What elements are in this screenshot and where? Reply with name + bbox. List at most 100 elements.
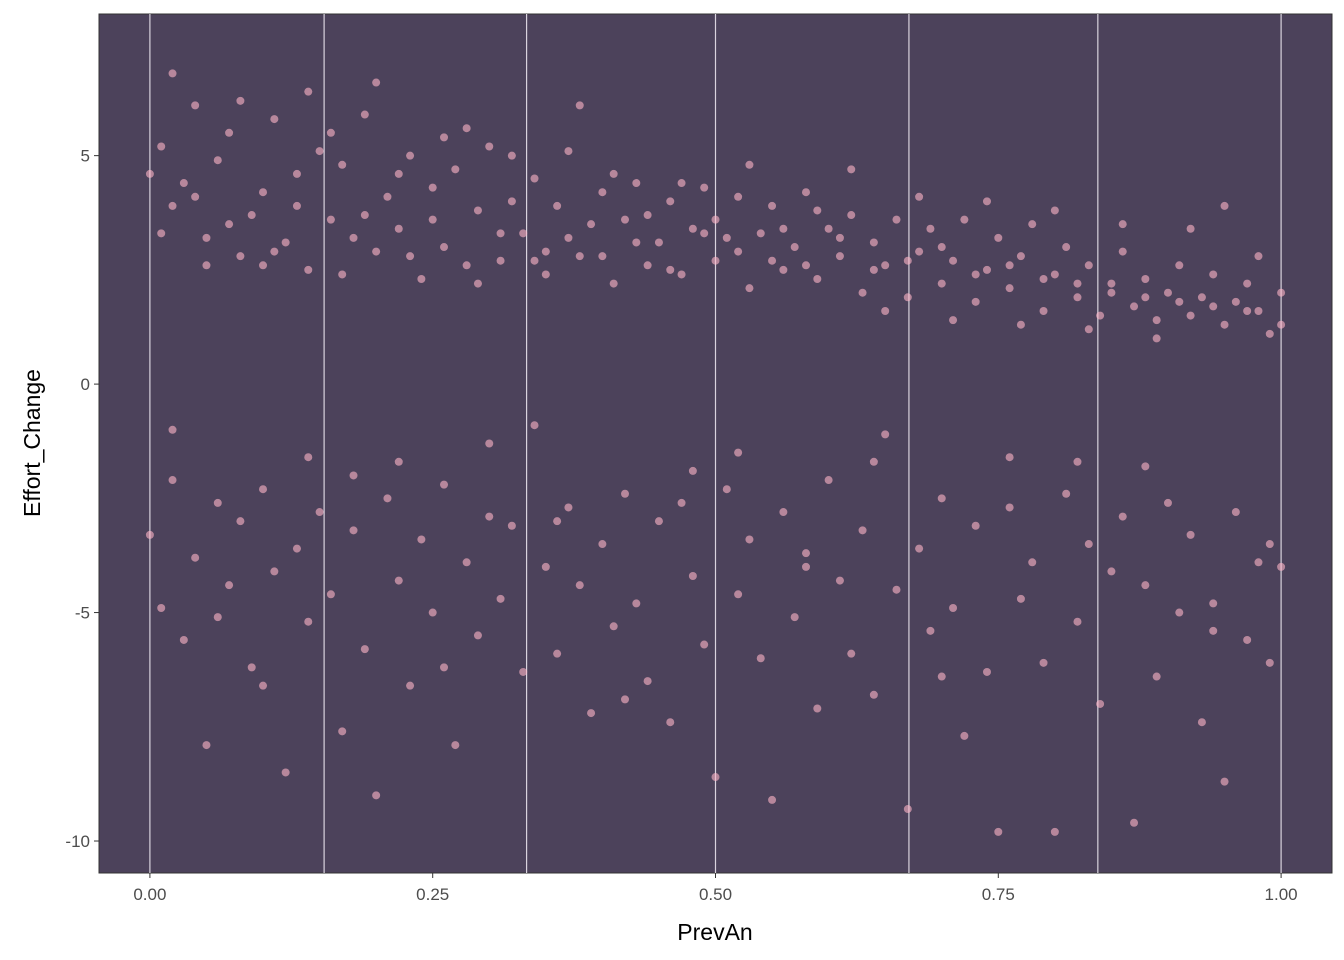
data-point (835, 252, 844, 261)
data-point (711, 215, 720, 224)
data-point (259, 188, 268, 197)
data-point (564, 503, 573, 512)
data-point (1175, 608, 1184, 617)
data-point (304, 265, 313, 274)
data-point (338, 727, 347, 736)
data-point (462, 261, 471, 270)
data-point (202, 741, 211, 750)
data-point (202, 233, 211, 242)
data-point (360, 645, 369, 654)
data-point (666, 718, 675, 727)
data-point (892, 585, 901, 594)
data-point (768, 201, 777, 210)
data-point (1062, 243, 1071, 252)
data-point (632, 599, 641, 608)
data-point (281, 238, 290, 247)
data-point (1084, 261, 1093, 270)
data-point (372, 791, 381, 800)
data-point (1073, 279, 1082, 288)
data-point (847, 165, 856, 174)
x-tick-label: 1.00 (1265, 885, 1298, 904)
data-point (915, 247, 924, 256)
data-point (1028, 220, 1037, 229)
data-point (1107, 288, 1116, 297)
data-point (1254, 558, 1263, 567)
data-point (756, 229, 765, 238)
data-point (225, 128, 234, 137)
data-point (621, 695, 630, 704)
data-point (202, 261, 211, 270)
data-point (711, 773, 720, 782)
data-point (1084, 540, 1093, 549)
data-point (304, 453, 313, 462)
data-point (575, 581, 584, 590)
data-point (541, 270, 550, 279)
data-point (609, 279, 618, 288)
data-point (937, 672, 946, 681)
data-point (213, 498, 222, 507)
data-point (711, 256, 720, 265)
data-point (451, 165, 460, 174)
data-point (394, 576, 403, 585)
data-point (281, 768, 290, 777)
data-point (179, 179, 188, 188)
data-point (168, 425, 177, 434)
data-point (801, 549, 810, 558)
data-point (1277, 320, 1286, 329)
data-point (440, 663, 449, 672)
data-point (496, 256, 505, 265)
data-point (383, 494, 392, 503)
data-point (892, 215, 901, 224)
data-point (1005, 284, 1014, 293)
data-point (360, 211, 369, 220)
data-point (473, 206, 482, 215)
data-point (1277, 562, 1286, 571)
data-point (372, 78, 381, 87)
data-point (971, 521, 980, 530)
data-point (326, 128, 335, 137)
data-point (292, 201, 301, 210)
data-point (1028, 558, 1037, 567)
data-point (1062, 489, 1071, 498)
data-point (598, 540, 607, 549)
x-tick-label: 0.25 (416, 885, 449, 904)
data-point (971, 297, 980, 306)
data-point (994, 827, 1003, 836)
data-point (440, 480, 449, 489)
data-point (1130, 302, 1139, 311)
data-point (304, 87, 313, 96)
data-point (406, 151, 415, 160)
data-point (869, 238, 878, 247)
data-point (677, 498, 686, 507)
data-point (847, 649, 856, 658)
data-point (1265, 540, 1274, 549)
data-point (225, 581, 234, 590)
data-point (847, 211, 856, 220)
data-point (383, 192, 392, 201)
data-point (824, 476, 833, 485)
data-point (1277, 288, 1286, 297)
data-point (462, 558, 471, 567)
data-point (315, 147, 324, 156)
data-point (530, 421, 539, 430)
data-point (1107, 567, 1116, 576)
data-point (688, 224, 697, 233)
data-point (609, 622, 618, 631)
data-point (168, 69, 177, 78)
data-point (1209, 599, 1218, 608)
data-point (1197, 718, 1206, 727)
data-point (643, 211, 652, 220)
data-point (960, 731, 969, 740)
data-point (1254, 252, 1263, 261)
data-point (451, 741, 460, 750)
data-points (145, 69, 1286, 836)
data-point (1096, 699, 1105, 708)
data-point (315, 508, 324, 517)
data-point (145, 530, 154, 539)
data-point (428, 608, 437, 617)
data-point (1050, 206, 1059, 215)
data-point (779, 224, 788, 233)
data-point (1243, 635, 1252, 644)
data-point (915, 192, 924, 201)
data-point (1209, 626, 1218, 635)
